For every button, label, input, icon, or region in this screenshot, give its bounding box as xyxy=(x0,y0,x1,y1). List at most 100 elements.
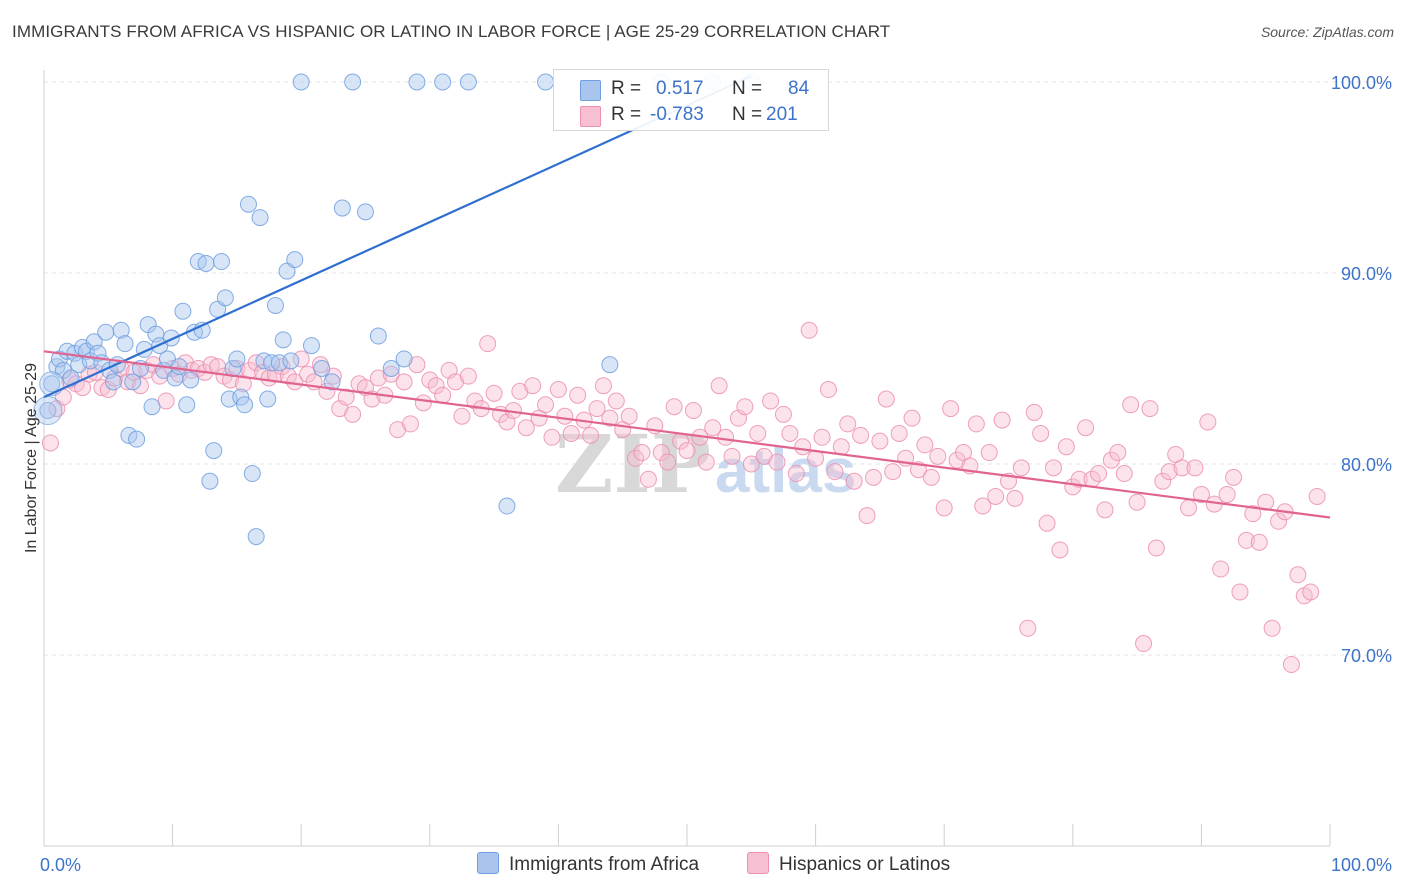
hispanic-point xyxy=(826,463,844,481)
bottom-legend-label-hispanic: Hispanics or Latinos xyxy=(779,854,951,875)
africa-point xyxy=(228,350,246,368)
hispanic-point xyxy=(562,424,580,442)
hispanic-point xyxy=(678,442,696,460)
hispanic-point xyxy=(543,428,561,446)
hispanic-point xyxy=(768,453,786,471)
hispanic-point xyxy=(884,463,902,481)
hispanic-point xyxy=(588,400,606,418)
hispanic-point xyxy=(1109,444,1127,462)
hispanic-point xyxy=(1012,459,1030,477)
africa-point xyxy=(537,73,555,91)
hispanic-point xyxy=(517,419,535,437)
hispanic-point xyxy=(974,497,992,515)
africa-point-large xyxy=(39,371,65,397)
africa-point xyxy=(259,390,277,408)
africa-point xyxy=(408,73,426,91)
hispanic-point xyxy=(1122,396,1140,414)
africa-point xyxy=(116,335,134,353)
africa-point xyxy=(170,358,188,376)
hispanic-point xyxy=(1025,403,1043,421)
hispanic-point xyxy=(922,468,940,486)
africa-point xyxy=(251,209,269,227)
africa-point xyxy=(128,430,146,448)
hispanic-point xyxy=(1115,465,1133,483)
hispanic-point xyxy=(704,419,722,437)
hispanic-point xyxy=(1057,438,1075,456)
hispanic-point xyxy=(1192,486,1210,504)
hispanic-point xyxy=(1270,512,1288,530)
hispanic-point xyxy=(1160,463,1178,481)
chart-source: Source: ZipAtlas.com xyxy=(1260,24,1394,40)
hispanic-point xyxy=(781,424,799,442)
hispanic-point xyxy=(1006,489,1024,507)
hispanic-point xyxy=(427,377,445,395)
africa-point xyxy=(216,289,234,307)
bottom-legend-africa: Immigrants from Africa xyxy=(477,852,699,876)
hispanic-point xyxy=(1282,656,1300,674)
hispanic-point xyxy=(131,377,149,395)
hispanic-point xyxy=(852,426,870,444)
africa-point xyxy=(434,73,452,91)
africa-point xyxy=(286,251,304,269)
hispanic-point xyxy=(549,381,567,399)
africa-point xyxy=(205,442,223,460)
hispanic-point xyxy=(659,453,677,471)
hispanic-point xyxy=(697,453,715,471)
africa-point xyxy=(243,465,261,483)
africa-point xyxy=(43,375,61,393)
africa-point xyxy=(85,333,103,351)
africa-point xyxy=(395,350,413,368)
africa-point xyxy=(239,195,257,213)
africa-point xyxy=(104,373,122,391)
hispanic-point xyxy=(794,438,812,456)
hispanic-point xyxy=(569,386,587,404)
watermark: ZIP atlas xyxy=(555,417,856,511)
x-tick-label: 100.0% xyxy=(1331,855,1392,875)
africa-point xyxy=(232,388,250,406)
africa-point xyxy=(178,396,196,414)
hispanic-point xyxy=(993,411,1011,429)
hispanic-point xyxy=(942,400,960,418)
hispanic-point xyxy=(627,449,645,467)
hispanic-point xyxy=(620,407,638,425)
chart-title: IMMIGRANTS FROM AFRICA VS HISPANIC OR LA… xyxy=(12,22,891,41)
bottom-legend-label-africa: Immigrants from Africa xyxy=(509,854,700,875)
hispanic-point xyxy=(41,434,59,452)
hispanic-point xyxy=(157,392,175,410)
hispanic-point xyxy=(871,432,889,450)
africa-point xyxy=(197,254,215,272)
hispanic-point xyxy=(762,392,780,410)
hispanic-point xyxy=(479,335,497,353)
hispanic-point xyxy=(1231,583,1249,601)
watermark-zip: ZIP xyxy=(555,417,711,511)
hispanic-point xyxy=(601,409,619,427)
hispanic-point xyxy=(485,384,503,402)
hispanic-point xyxy=(723,447,741,465)
hispanic-point xyxy=(1096,501,1114,519)
africa-point xyxy=(112,321,130,339)
hispanic-point xyxy=(556,407,574,425)
hispanic-point xyxy=(736,398,754,416)
africa-point xyxy=(97,323,115,341)
hispanic-point xyxy=(607,392,625,410)
africa-point xyxy=(236,396,254,414)
hispanic-point xyxy=(832,438,850,456)
hispanic-point xyxy=(864,468,882,486)
legend-n-value: 201 xyxy=(766,104,798,125)
y-axis-label: In Labor Force | Age 25-29 xyxy=(23,363,40,553)
hispanic-point xyxy=(1032,424,1050,442)
africa-point xyxy=(212,253,230,271)
hispanic-point xyxy=(414,394,432,412)
hispanic-point xyxy=(1090,465,1108,483)
hispanic-point xyxy=(537,396,555,414)
hispanic-point xyxy=(344,405,362,423)
legend-r-value: -0.783 xyxy=(650,104,704,125)
hispanic-point xyxy=(292,350,310,368)
africa-point xyxy=(274,331,292,349)
hispanic-point xyxy=(1147,539,1165,557)
hispanic-point xyxy=(839,415,857,433)
stats-legend: R = 0.517 N = 84 R = -0.783 N = 201 xyxy=(553,69,829,131)
africa-point xyxy=(498,497,516,515)
y-tick-label: 80.0% xyxy=(1341,455,1392,475)
